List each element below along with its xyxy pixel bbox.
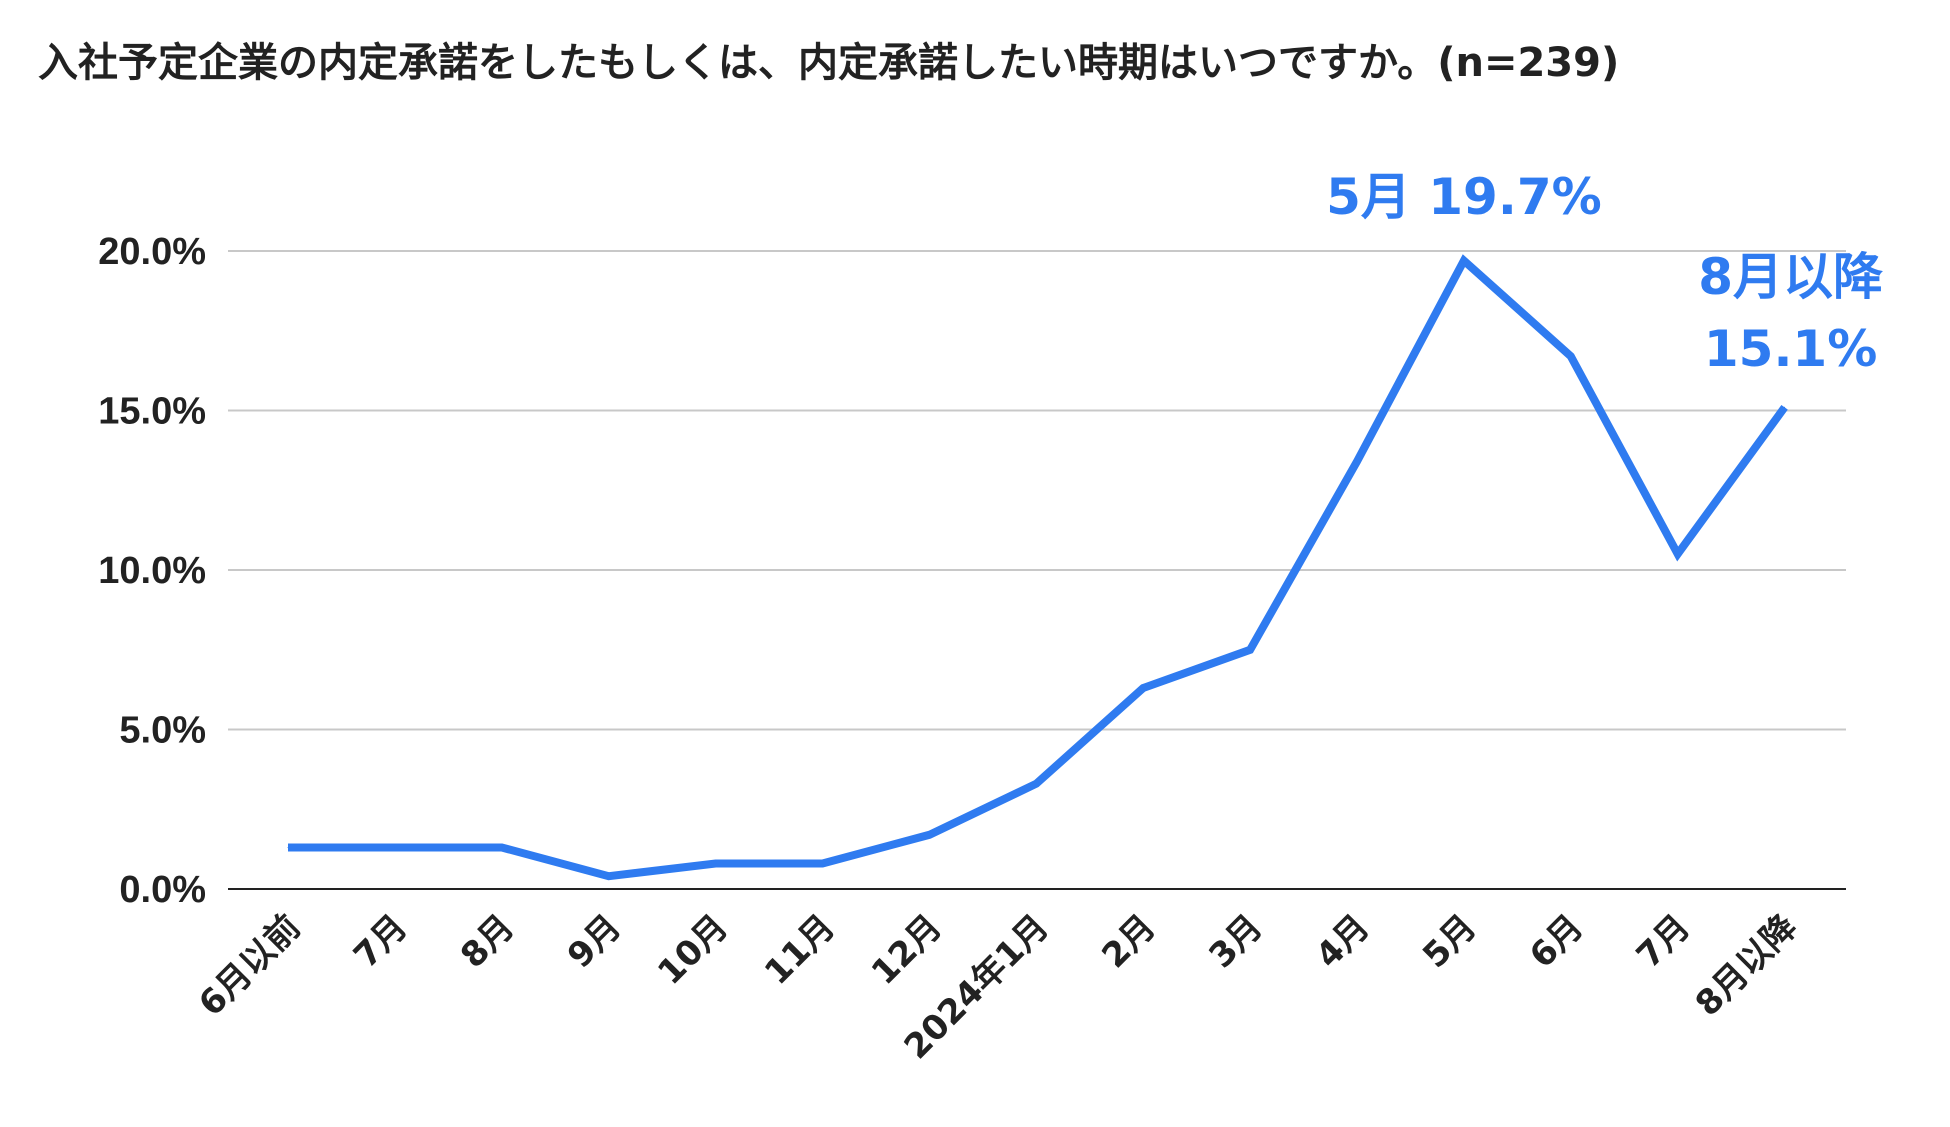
x-tick-label: 5月 [1415, 907, 1484, 976]
x-tick-label: 9月 [560, 907, 629, 976]
x-tick-label: 7月 [346, 907, 415, 976]
data-point [1677, 553, 1679, 555]
y-tick-label: 15.0% [98, 391, 206, 433]
data-label: 5月 19.7% [1326, 168, 1602, 226]
x-tick-label: 12月 [864, 907, 950, 993]
gridlines [228, 250, 1846, 890]
data-point [608, 875, 610, 877]
data-point [822, 862, 823, 864]
data-point [1356, 461, 1358, 463]
data-point [715, 862, 717, 864]
data-point [1142, 687, 1144, 689]
x-tick-label: 7月 [1629, 907, 1698, 976]
x-tick-label: 10月 [650, 907, 736, 993]
data-point [1249, 649, 1251, 651]
x-tick-label: 6月 [1522, 907, 1591, 976]
data-point [1570, 355, 1572, 357]
data-point [1463, 260, 1465, 262]
y-tick-label: 0.0% [119, 869, 206, 911]
x-tick-label: 4月 [1308, 907, 1377, 976]
data-point [501, 847, 503, 849]
data-point [1035, 783, 1037, 785]
x-tick-label: 8月以降 [1688, 906, 1806, 1024]
data-point [394, 847, 396, 849]
y-tick-label: 5.0% [119, 710, 206, 752]
x-tick-label: 11月 [757, 907, 843, 993]
data-label: 8月以降 [1698, 248, 1883, 306]
x-tick-label: 6月以前 [191, 907, 308, 1024]
series-layer [287, 254, 1788, 881]
data-point [287, 847, 289, 849]
x-tick-label: 8月 [453, 907, 522, 976]
y-axis-ticks: 0.0% 5.0% 10.0% 15.0% 20.0% [98, 231, 206, 911]
x-tick-label: 2月 [1094, 907, 1163, 976]
x-tick-label: 3月 [1201, 907, 1270, 976]
annotations: 5月 19.7% 8月以降 15.1% [1326, 168, 1883, 378]
data-label: 15.1% [1704, 320, 1877, 378]
chart-title: 入社予定企業の内定承諾をしたもしくは、内定承諾したい時期はいつですか。(n=23… [38, 40, 1620, 86]
data-point [928, 834, 930, 836]
data-point [1784, 406, 1786, 408]
y-tick-label: 20.0% [98, 231, 206, 273]
y-tick-label: 10.0% [98, 550, 206, 592]
